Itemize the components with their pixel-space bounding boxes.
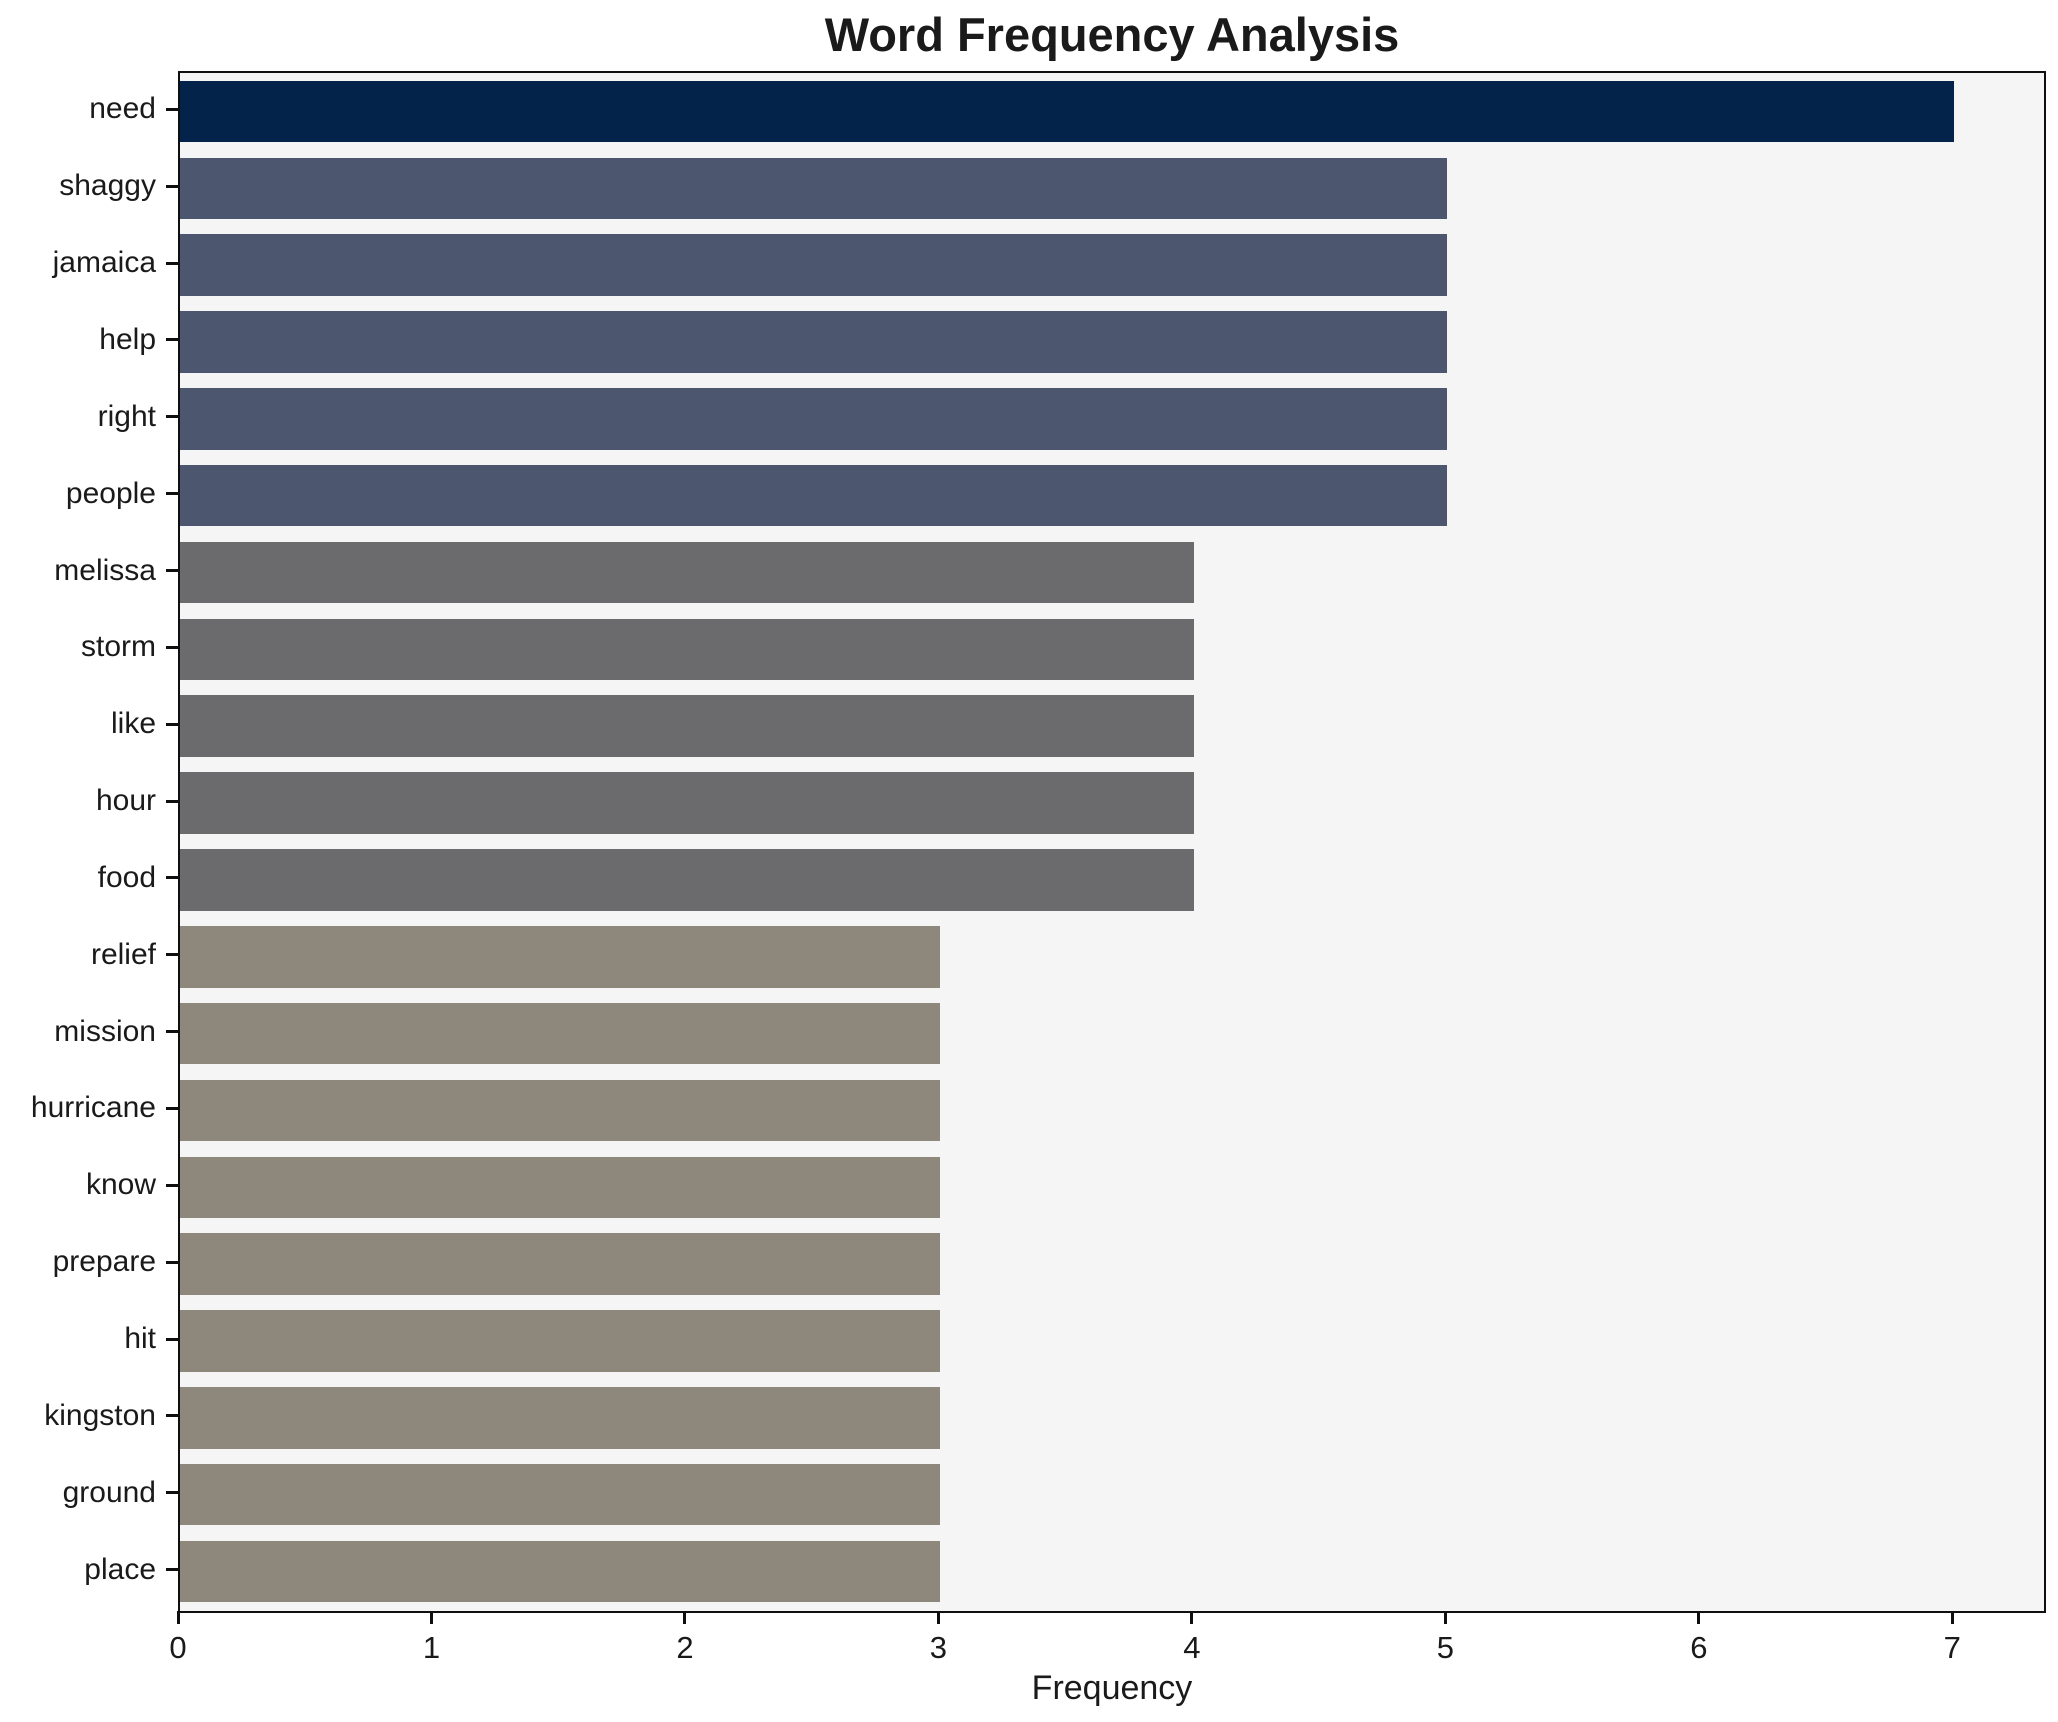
chart-title: Word Frequency Analysis xyxy=(824,8,1400,61)
y-tick-mark xyxy=(166,645,178,649)
bar-hurricane xyxy=(180,1079,941,1142)
y-tick-label: storm xyxy=(81,630,156,664)
y-tick-mark xyxy=(166,1414,178,1418)
bar-right xyxy=(180,388,1448,450)
x-tick-mark xyxy=(1950,1611,1954,1624)
bar-melissa xyxy=(180,541,1194,604)
x-tick-mark xyxy=(936,1611,940,1624)
y-tick-label: relief xyxy=(90,937,156,971)
y-tick-label: help xyxy=(99,322,156,356)
y-tick-label: kingston xyxy=(44,1398,156,1432)
y-tick-label: ground xyxy=(62,1475,156,1509)
y-tick-label: hurricane xyxy=(30,1091,156,1125)
y-tick-label: jamaica xyxy=(52,246,156,280)
bar-ground xyxy=(180,1463,941,1526)
y-tick-label: prepare xyxy=(52,1245,156,1279)
x-tick-label: 6 xyxy=(1690,1630,1708,1665)
bar-hit xyxy=(180,1310,941,1372)
bar-like xyxy=(180,695,1194,757)
y-tick-mark xyxy=(166,1568,178,1572)
x-tick-label: 5 xyxy=(1436,1630,1454,1665)
y-tick-mark xyxy=(166,1106,178,1110)
y-tick-label: melissa xyxy=(54,553,156,587)
x-tick-label: 2 xyxy=(676,1630,694,1665)
y-tick-label: shaggy xyxy=(59,169,156,203)
bar-people xyxy=(180,464,1448,527)
x-tick-mark xyxy=(429,1611,433,1624)
y-tick-mark xyxy=(166,184,178,188)
bar-relief xyxy=(180,926,941,988)
x-tick-label: 3 xyxy=(929,1630,948,1665)
y-tick-label: hit xyxy=(124,1322,156,1356)
bar-kingston xyxy=(180,1387,941,1449)
y-tick-mark xyxy=(166,415,178,419)
bar-hour xyxy=(180,772,1194,834)
x-tick-mark xyxy=(176,1611,180,1624)
bar-help xyxy=(180,311,1448,373)
y-tick-mark xyxy=(166,722,178,726)
y-tick-mark xyxy=(166,799,178,803)
y-tick-label: right xyxy=(97,399,156,433)
bar-food xyxy=(180,849,1194,911)
y-tick-mark xyxy=(166,1183,178,1187)
x-tick-mark xyxy=(1190,1611,1194,1624)
y-tick-mark xyxy=(166,1491,178,1495)
y-tick-mark xyxy=(166,1030,178,1034)
x-tick-label: 1 xyxy=(422,1630,441,1665)
y-tick-label: like xyxy=(110,707,156,741)
y-tick-label: need xyxy=(89,92,156,126)
y-tick-label: place xyxy=(84,1552,156,1586)
y-tick-label: know xyxy=(85,1168,156,1202)
y-tick-label: hour xyxy=(95,784,156,818)
y-tick-mark xyxy=(166,492,178,496)
y-tick-label: food xyxy=(97,860,156,894)
y-tick-label: people xyxy=(65,476,156,510)
y-tick-mark xyxy=(166,1260,178,1264)
bar-place xyxy=(180,1540,941,1603)
y-tick-mark xyxy=(166,876,178,880)
x-tick-mark xyxy=(683,1611,687,1624)
x-tick-label: 7 xyxy=(1943,1630,1961,1665)
bar-mission xyxy=(180,1002,941,1065)
bar-know xyxy=(180,1156,941,1219)
x-tick-mark xyxy=(1443,1611,1447,1624)
x-axis-title: Frequency xyxy=(1031,1669,1193,1707)
y-tick-label: mission xyxy=(54,1014,156,1048)
bar-storm xyxy=(180,618,1194,681)
x-tick-label: 4 xyxy=(1183,1630,1201,1665)
y-tick-mark xyxy=(166,107,178,111)
y-tick-mark xyxy=(166,953,178,957)
plot-area xyxy=(178,71,2046,1613)
bar-need xyxy=(180,80,1955,143)
bar-shaggy xyxy=(180,157,1448,219)
y-tick-mark xyxy=(166,569,178,573)
bar-prepare xyxy=(180,1233,941,1295)
y-tick-mark xyxy=(166,1337,178,1341)
x-tick-mark xyxy=(1697,1611,1701,1624)
bar-jamaica xyxy=(180,234,1448,296)
y-tick-mark xyxy=(166,338,178,342)
y-tick-mark xyxy=(166,261,178,265)
x-tick-label: 0 xyxy=(169,1630,187,1665)
